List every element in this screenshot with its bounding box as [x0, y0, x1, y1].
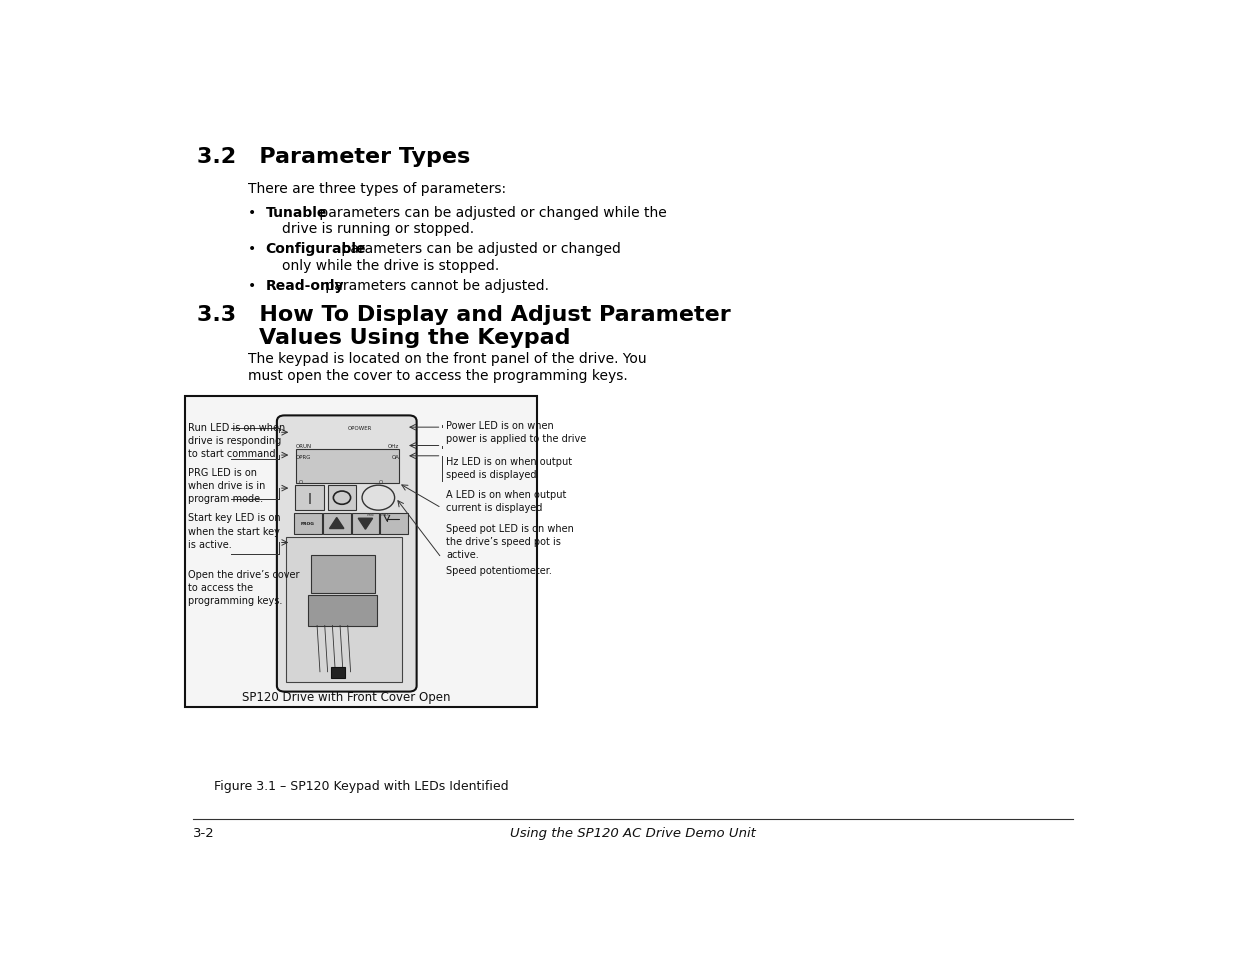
Text: Speed potentiometer.: Speed potentiometer. [446, 566, 552, 576]
Text: •: • [248, 205, 257, 219]
Text: Open the drive’s cover
to access the
programming keys.: Open the drive’s cover to access the pro… [188, 569, 299, 606]
FancyBboxPatch shape [309, 596, 378, 626]
Text: Read-only: Read-only [266, 278, 343, 293]
Polygon shape [358, 518, 373, 530]
Text: •: • [248, 242, 257, 256]
Text: A LED is on when output
current is displayed: A LED is on when output current is displ… [446, 489, 567, 513]
Text: Power LED is on when
power is applied to the drive: Power LED is on when power is applied to… [446, 420, 587, 443]
Text: •: • [248, 278, 257, 293]
Text: PRG LED is on
when drive is in
program mode.: PRG LED is on when drive is in program m… [188, 467, 266, 504]
Text: OPRG: OPRG [296, 455, 311, 459]
FancyBboxPatch shape [294, 514, 322, 534]
Text: The keypad is located on the front panel of the drive. You: The keypad is located on the front panel… [248, 352, 647, 366]
FancyBboxPatch shape [331, 667, 345, 679]
Text: There are three types of parameters:: There are three types of parameters: [248, 182, 506, 196]
Text: ORUN: ORUN [296, 443, 312, 449]
Text: Configurable: Configurable [266, 242, 366, 256]
Text: MIN: MIN [367, 512, 374, 517]
FancyBboxPatch shape [327, 486, 357, 511]
Text: only while the drive is stopped.: only while the drive is stopped. [282, 259, 499, 273]
Text: 3.2   Parameter Types: 3.2 Parameter Types [198, 147, 471, 167]
Text: SP120 Drive with Front Cover Open: SP120 Drive with Front Cover Open [242, 690, 450, 703]
Text: Using the SP120 AC Drive Demo Unit: Using the SP120 AC Drive Demo Unit [510, 826, 756, 840]
Text: Speed pot LED is on when
the drive’s speed pot is
active.: Speed pot LED is on when the drive’s spe… [446, 523, 574, 559]
Text: |: | [308, 493, 311, 503]
Text: OPOWER: OPOWER [348, 425, 372, 430]
Text: parameters cannot be adjusted.: parameters cannot be adjusted. [321, 278, 548, 293]
Text: Start key LED is on
when the start key
is active.: Start key LED is on when the start key i… [188, 513, 280, 549]
Text: 3.3   How To Display and Adjust Parameter: 3.3 How To Display and Adjust Parameter [198, 305, 731, 325]
FancyBboxPatch shape [277, 416, 416, 692]
Text: Run LED is on when
drive is responding
to start command.: Run LED is on when drive is responding t… [188, 422, 285, 459]
Text: parameters can be adjusted or changed while the: parameters can be adjusted or changed wh… [315, 205, 667, 219]
FancyBboxPatch shape [296, 450, 399, 483]
Text: OA: OA [391, 455, 399, 459]
Text: parameters can be adjusted or changed: parameters can be adjusted or changed [337, 242, 621, 256]
Text: must open the cover to access the programming keys.: must open the cover to access the progra… [248, 368, 627, 382]
Text: Hz LED is on when output
speed is displayed: Hz LED is on when output speed is displa… [446, 456, 573, 479]
Text: O: O [299, 479, 303, 484]
Text: Values Using the Keypad: Values Using the Keypad [198, 327, 571, 347]
Text: OHz: OHz [388, 443, 399, 449]
FancyBboxPatch shape [322, 514, 351, 534]
FancyBboxPatch shape [185, 396, 537, 707]
Text: drive is running or stopped.: drive is running or stopped. [282, 222, 474, 236]
FancyBboxPatch shape [311, 556, 375, 594]
FancyBboxPatch shape [295, 486, 324, 511]
FancyBboxPatch shape [287, 537, 403, 682]
Text: O: O [379, 479, 383, 484]
Text: Figure 3.1 – SP120 Keypad with LEDs Identified: Figure 3.1 – SP120 Keypad with LEDs Iden… [214, 780, 509, 792]
FancyBboxPatch shape [352, 514, 379, 534]
FancyBboxPatch shape [380, 514, 408, 534]
Text: PROG: PROG [301, 522, 315, 526]
Polygon shape [330, 518, 343, 529]
Text: Tunable: Tunable [266, 205, 327, 219]
Text: MAX: MAX [380, 512, 389, 517]
Text: 3-2: 3-2 [193, 826, 215, 840]
